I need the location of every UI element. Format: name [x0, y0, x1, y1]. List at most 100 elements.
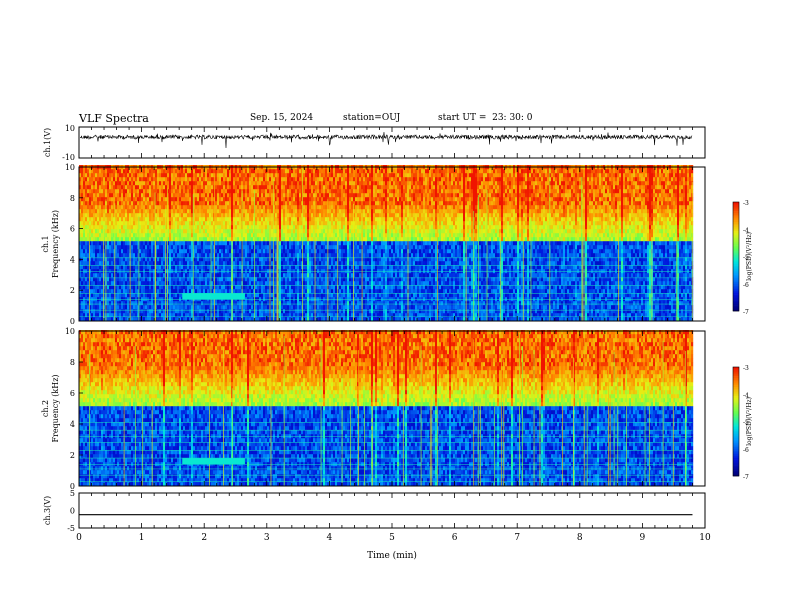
spectrogram-cell [273, 209, 276, 214]
spectrogram-cell [153, 277, 156, 282]
spectrogram-cell [235, 241, 238, 246]
spectrogram-cell [185, 201, 188, 206]
spectrogram-cell [131, 257, 134, 262]
spectrogram-cell [251, 317, 254, 322]
spectrogram-cell [147, 189, 150, 194]
spectrogram-cell [109, 281, 112, 286]
spectrogram-cell [97, 229, 100, 234]
spectrogram-cell [163, 253, 166, 258]
spectrogram-cell [97, 209, 100, 214]
spectrogram-cell [289, 249, 292, 254]
spectrogram-cell [87, 297, 90, 302]
spectrogram-cell [173, 313, 176, 318]
spectrogram-cell [245, 285, 248, 290]
spectrogram-cell [125, 301, 128, 306]
spectrogram-cell [137, 277, 140, 282]
spectrogram-cell [239, 189, 242, 194]
spectrogram-cell [265, 221, 268, 226]
spectrogram-cell [125, 313, 128, 318]
spectrogram-cell [265, 289, 268, 294]
spectrogram-cell [203, 249, 206, 254]
spectrogram-cell [81, 185, 84, 190]
spectrogram-cell [307, 249, 310, 254]
spectrogram-cell [83, 233, 86, 238]
spectrogram-cell [187, 289, 190, 294]
spectrogram-cell [229, 257, 232, 262]
spectrogram-cell [197, 281, 200, 286]
spectrogram-cell [237, 181, 240, 186]
spectrogram-cell [279, 261, 282, 266]
spectrogram-cell [213, 273, 216, 278]
spectrogram-cell [237, 249, 240, 254]
spectrogram-cell [113, 305, 116, 310]
spectrogram-cell [197, 177, 200, 182]
spectrogram-cell [133, 169, 136, 174]
spectrogram-cell [181, 233, 184, 238]
spectrogram-cell [147, 301, 150, 306]
spectrogram-cell [165, 253, 168, 258]
spectrogram-cell [239, 317, 242, 322]
spectrogram-cell [145, 237, 148, 242]
spectrogram-cell [135, 205, 138, 210]
spectrogram-cell [171, 253, 174, 258]
spectrogram-cell [197, 273, 200, 278]
spectrogram-cell [141, 177, 144, 182]
spectrogram-cell [257, 277, 260, 282]
spectrogram-cell [91, 221, 94, 226]
spectrogram-cell [223, 173, 226, 178]
spectrogram-cell [213, 253, 216, 258]
spectrogram-cell [233, 313, 236, 318]
spectrogram-cell [227, 185, 230, 190]
spectrogram-cell [131, 177, 134, 182]
spectrogram-cell [301, 213, 304, 218]
spectrogram-cell [311, 217, 314, 222]
spectrogram-cell [101, 265, 104, 270]
spectrogram-cell [281, 221, 284, 226]
spectrogram-cell [151, 213, 154, 218]
spectrogram-cell [257, 177, 260, 182]
spectrogram-cell [135, 249, 138, 254]
spectrogram-cell [103, 197, 106, 202]
spectrogram-cell [289, 293, 292, 298]
spectrogram-cell [297, 277, 300, 282]
spectrogram-cell [175, 297, 178, 302]
spectrogram-cell [257, 289, 260, 294]
spectrogram-cell [257, 205, 260, 210]
spectrogram-cell [279, 209, 282, 214]
spectrogram-cell [139, 253, 142, 258]
spectrogram-cell [233, 189, 236, 194]
spectrogram-cell [183, 237, 186, 242]
spectrogram-cell [195, 181, 198, 186]
spectrogram-cell [125, 217, 128, 222]
spectrogram-cell [113, 313, 116, 318]
spectrogram-cell [319, 269, 322, 274]
spectrogram-cell [231, 233, 234, 238]
spectrogram-cell [215, 237, 218, 242]
spectrogram-cell [181, 293, 184, 298]
spectrogram-cell [205, 229, 208, 234]
spectrogram-cell [263, 285, 266, 290]
spectrogram-cell [137, 305, 140, 310]
spectrogram-cell [181, 205, 184, 210]
spectrogram-cell [193, 301, 196, 306]
spectrogram-cell [151, 189, 154, 194]
spectrogram-cell [239, 301, 242, 306]
spectrogram-cell [185, 301, 188, 306]
spectrogram-cell [145, 261, 148, 266]
spectrogram-cell [257, 225, 260, 230]
spectrogram-cell [191, 273, 194, 278]
spectrogram-cell [127, 249, 130, 254]
spectrogram-cell [203, 233, 206, 238]
spectrogram-cell [279, 273, 282, 278]
spectrogram-cell [185, 237, 188, 242]
spectrogram-cell [89, 201, 92, 206]
spectrogram-cell [295, 253, 298, 258]
spectrogram-cell [235, 245, 238, 250]
spectrogram-cell [97, 233, 100, 238]
spectrogram-cell [275, 225, 278, 230]
spectrogram-cell [239, 221, 242, 226]
spectrogram-cell [115, 245, 118, 250]
spectrogram-cell [85, 181, 88, 186]
spectrogram-cell [271, 173, 274, 178]
spectrogram-cell [123, 213, 126, 218]
